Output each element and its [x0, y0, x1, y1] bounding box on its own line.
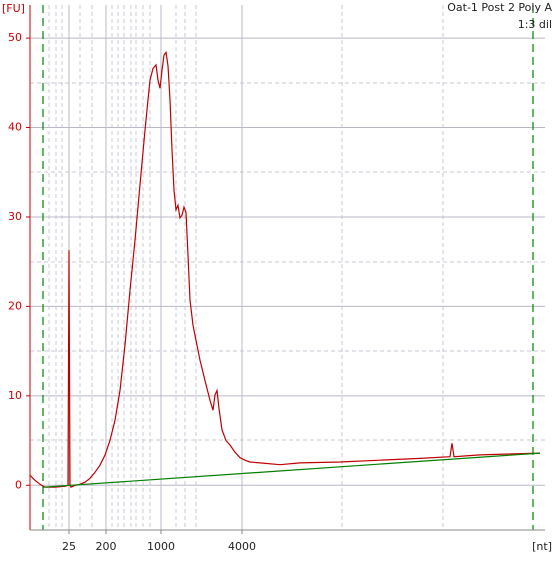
trace	[29, 50, 541, 488]
y-tick-label: 30	[8, 210, 22, 223]
y-tick-label: 10	[8, 389, 22, 402]
chart-subtitle: 1:3 dil	[518, 18, 552, 31]
y-axis-label: [FU]	[2, 2, 25, 15]
x-axis-label: [nt]	[532, 540, 552, 553]
chart-title: Oat-1 Post 2 Poly A	[447, 1, 552, 14]
y-tick-label: 20	[8, 299, 22, 312]
y-tick-label: 50	[8, 31, 22, 44]
y-tick-label: 40	[8, 121, 22, 134]
x-tick-label: 200	[96, 540, 117, 553]
trace	[42, 452, 541, 488]
plot	[29, 50, 541, 488]
x-tick-label: 1000	[147, 540, 175, 553]
minor-grid	[30, 5, 545, 530]
x-tick-label: 4000	[228, 540, 256, 553]
y-tick-label: 0	[15, 478, 22, 491]
grid	[30, 5, 545, 530]
x-tick-label: 25	[62, 540, 76, 553]
